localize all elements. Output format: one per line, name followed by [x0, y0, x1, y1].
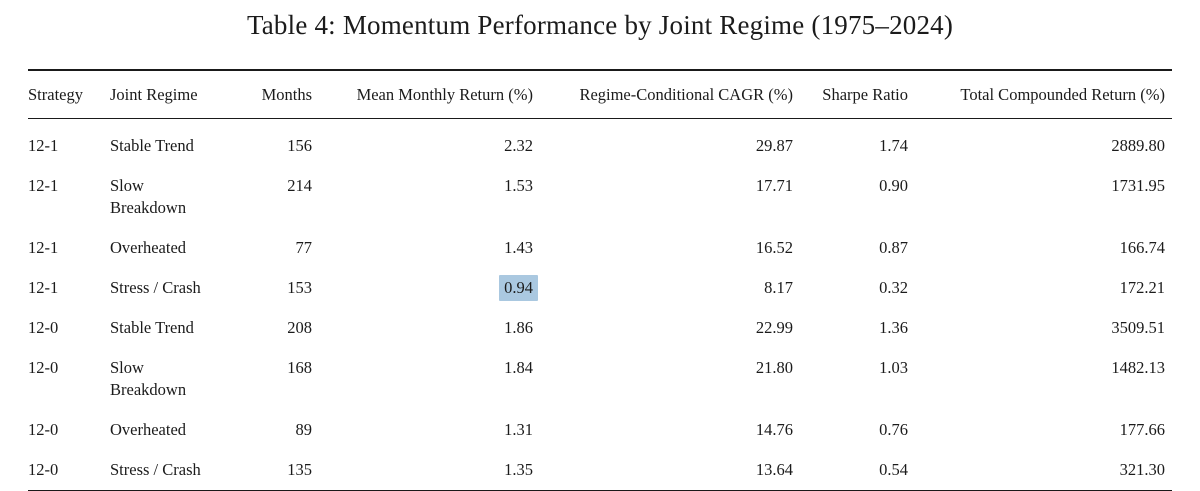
total-return-cell: 3509.51: [1111, 318, 1165, 337]
months-cell: 77: [295, 238, 313, 257]
mean-monthly-return-cell: 1.53: [504, 176, 533, 195]
sharpe-ratio-cell: 0.32: [879, 278, 908, 297]
strategy-cell: 12-1: [28, 136, 59, 155]
months-cell: 89: [295, 420, 313, 439]
col-header-total-compounded-return: Total Compounded Return (%): [908, 70, 1172, 119]
joint-regime-cell: Overheated: [110, 420, 187, 439]
mean-monthly-return-cell: 1.35: [504, 460, 533, 479]
cagr-cell: 14.76: [755, 420, 793, 439]
sharpe-ratio-cell: 0.54: [879, 460, 908, 479]
strategy-cell: 12-0: [28, 460, 59, 479]
table-row: 12-0 Overheated 89 1.31 14.76 0.76 177.6…: [28, 410, 1172, 450]
total-return-cell: 1482.13: [1111, 358, 1165, 377]
table-header-row: Strategy Joint Regime Months Mean Monthl…: [28, 70, 1172, 119]
months-cell: 135: [287, 460, 312, 479]
joint-regime-cell: Stress / Crash: [110, 460, 201, 479]
joint-regime-cell: Stable Trend: [110, 136, 194, 155]
table-body: 12-1 Stable Trend 156 2.32 29.87 1.74 28…: [28, 119, 1172, 491]
sharpe-ratio-cell: 1.03: [879, 358, 908, 377]
col-header-mean-monthly-return: Mean Monthly Return (%): [312, 70, 533, 119]
joint-regime-cell: Stable Trend: [110, 318, 194, 337]
table-row: 12-0 Stable Trend 208 1.86 22.99 1.36 35…: [28, 308, 1172, 348]
mean-monthly-return-cell: 1.84: [504, 358, 533, 377]
total-return-cell: 166.74: [1119, 238, 1165, 257]
col-header-months: Months: [210, 70, 312, 119]
joint-regime-cell: Slow Breakdown: [110, 176, 187, 217]
sharpe-ratio-cell: 0.90: [879, 176, 908, 195]
total-return-cell: 2889.80: [1111, 136, 1165, 155]
cagr-cell: 17.71: [755, 176, 793, 195]
table-row: 12-1 Slow Breakdown 214 1.53 17.71 0.90 …: [28, 166, 1172, 228]
strategy-cell: 12-0: [28, 318, 59, 337]
table-caption: Table 4: Momentum Performance by Joint R…: [246, 10, 954, 40]
cagr-cell: 21.80: [755, 358, 793, 377]
cagr-cell: 8.17: [764, 278, 793, 297]
strategy-cell: 12-1: [28, 176, 59, 195]
total-return-cell: 177.66: [1119, 420, 1165, 439]
total-return-cell: 321.30: [1119, 460, 1165, 479]
table-row: 12-1 Overheated 77 1.43 16.52 0.87 166.7…: [28, 228, 1172, 268]
sharpe-ratio-cell: 0.76: [879, 420, 908, 439]
table-row: 12-0 Slow Breakdown 168 1.84 21.80 1.03 …: [28, 348, 1172, 410]
joint-regime-cell: Stress / Crash: [110, 278, 201, 297]
joint-regime-cell: Slow Breakdown: [110, 358, 187, 399]
sharpe-ratio-cell: 1.74: [879, 136, 908, 155]
sharpe-ratio-cell: 1.36: [879, 318, 908, 337]
cagr-cell: 22.99: [755, 318, 793, 337]
strategy-cell: 12-1: [28, 278, 59, 297]
regime-performance-table: Strategy Joint Regime Months Mean Monthl…: [28, 69, 1172, 491]
total-return-cell: 172.21: [1119, 278, 1165, 297]
strategy-cell: 12-0: [28, 358, 59, 377]
strategy-cell: 12-1: [28, 238, 59, 257]
months-cell: 168: [287, 358, 312, 377]
months-cell: 214: [287, 176, 312, 195]
mean-monthly-return-cell: 1.86: [504, 318, 533, 337]
table-row: 12-0 Stress / Crash 135 1.35 13.64 0.54 …: [28, 450, 1172, 491]
total-return-cell: 1731.95: [1111, 176, 1165, 195]
cagr-cell: 16.52: [755, 238, 793, 257]
col-header-regime-conditional-cagr: Regime-Conditional CAGR (%): [533, 70, 793, 119]
mean-monthly-return-cell: 0.94: [312, 268, 538, 308]
cagr-cell: 29.87: [755, 136, 793, 155]
highlighted-value: 0.94: [499, 275, 538, 301]
col-header-strategy: Strategy: [28, 70, 110, 119]
joint-regime-cell: Overheated: [110, 238, 187, 257]
mean-monthly-return-cell: 1.43: [504, 238, 533, 257]
months-cell: 153: [287, 278, 312, 297]
months-cell: 208: [287, 318, 312, 337]
table-row: 12-1 Stable Trend 156 2.32 29.87 1.74 28…: [28, 119, 1172, 167]
col-header-sharpe-ratio: Sharpe Ratio: [793, 70, 908, 119]
col-header-joint-regime: Joint Regime: [110, 70, 210, 119]
sharpe-ratio-cell: 0.87: [879, 238, 908, 257]
months-cell: 156: [287, 136, 312, 155]
strategy-cell: 12-0: [28, 420, 59, 439]
cagr-cell: 13.64: [755, 460, 793, 479]
mean-monthly-return-cell: 1.31: [504, 420, 533, 439]
table-row: 12-1 Stress / Crash 153 0.94 8.17 0.32 1…: [28, 268, 1172, 308]
mean-monthly-return-cell: 2.32: [504, 136, 533, 155]
